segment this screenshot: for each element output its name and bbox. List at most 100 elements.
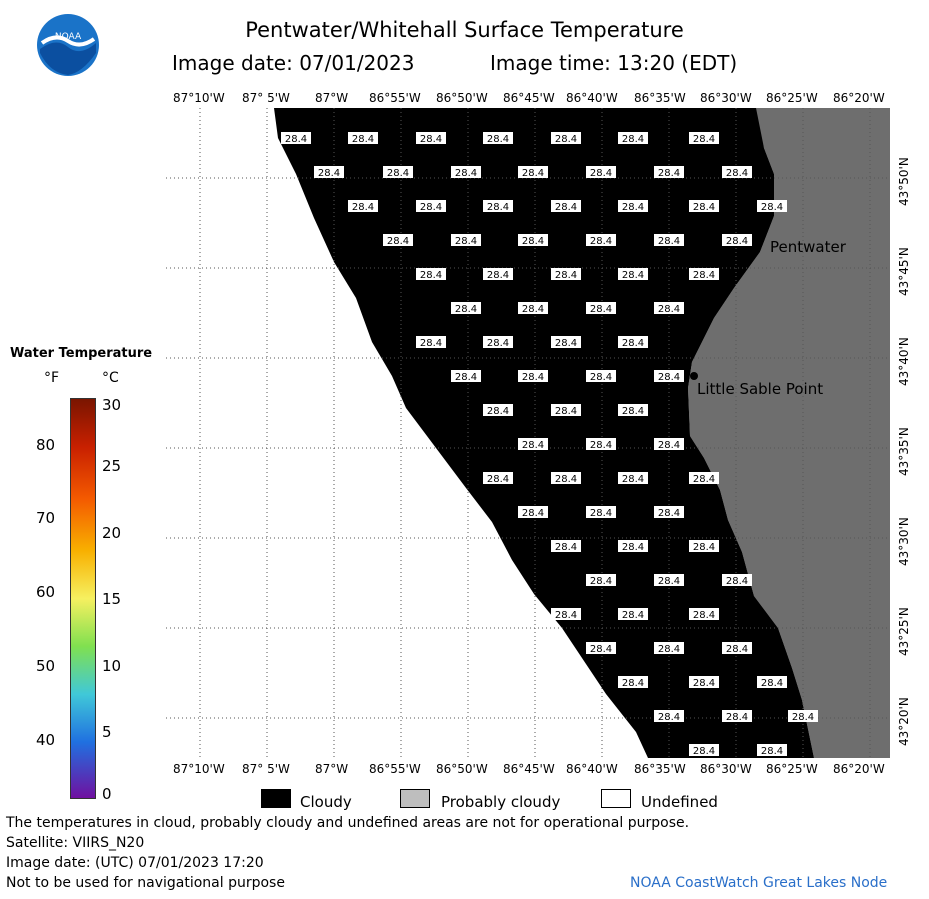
svg-text:28.4: 28.4 <box>455 168 477 179</box>
svg-text:28.4: 28.4 <box>693 610 715 621</box>
svg-text:28.4: 28.4 <box>352 134 374 145</box>
temperature-label: 28.4 <box>689 540 719 553</box>
lon-tick-bottom: 86°40'W <box>566 762 618 776</box>
svg-text:28.4: 28.4 <box>658 440 680 451</box>
scale-c-tick: 25 <box>102 457 122 475</box>
scale-c-tick: 30 <box>102 396 122 414</box>
temperature-label: 28.4 <box>518 438 548 451</box>
svg-text:28.4: 28.4 <box>761 746 783 757</box>
svg-text:28.4: 28.4 <box>420 134 442 145</box>
temperature-label: 28.4 <box>551 404 581 417</box>
lon-tick-top: 86°50'W <box>436 91 488 105</box>
label-little-sable-point: Little Sable Point <box>697 380 824 398</box>
temperature-label: 28.4 <box>618 540 648 553</box>
svg-text:28.4: 28.4 <box>555 610 577 621</box>
temperature-label: 28.4 <box>654 710 684 723</box>
scale-f-tick: 80 <box>36 436 56 454</box>
temperature-label: 28.4 <box>551 268 581 281</box>
temperature-label: 28.4 <box>586 370 616 383</box>
temperature-label: 28.4 <box>722 642 752 655</box>
legend-label-undefined: Undefined <box>641 793 718 811</box>
temperature-label: 28.4 <box>551 472 581 485</box>
temperature-label: 28.4 <box>551 336 581 349</box>
svg-text:28.4: 28.4 <box>658 712 680 723</box>
svg-text:28.4: 28.4 <box>455 236 477 247</box>
lon-tick-bottom: 87° 5'W <box>242 762 290 776</box>
svg-text:28.4: 28.4 <box>658 304 680 315</box>
temperature-label: 28.4 <box>618 132 648 145</box>
svg-text:28.4: 28.4 <box>622 134 644 145</box>
temperature-label: 28.4 <box>586 642 616 655</box>
temperature-label: 28.4 <box>551 608 581 621</box>
svg-text:28.4: 28.4 <box>590 304 612 315</box>
temperature-label: 28.4 <box>689 744 719 757</box>
svg-text:28.4: 28.4 <box>693 270 715 281</box>
lon-tick-bottom: 86°20'W <box>833 762 885 776</box>
lon-tick-bottom: 86°55'W <box>369 762 421 776</box>
temperature-label: 28.4 <box>654 166 684 179</box>
lon-tick-top: 86°30'W <box>700 91 752 105</box>
temperature-label: 28.4 <box>416 132 446 145</box>
svg-text:28.4: 28.4 <box>487 338 509 349</box>
temperature-label: 28.4 <box>654 370 684 383</box>
lon-tick-top: 87°10'W <box>173 91 225 105</box>
svg-text:28.4: 28.4 <box>693 202 715 213</box>
temperature-label: 28.4 <box>586 506 616 519</box>
scale-c-tick: 10 <box>102 657 122 675</box>
scale-unit-c: °C <box>102 370 119 386</box>
temperature-label: 28.4 <box>483 200 513 213</box>
svg-text:28.4: 28.4 <box>726 576 748 587</box>
temperature-label: 28.4 <box>551 540 581 553</box>
scale-c-tick: 5 <box>102 723 112 741</box>
svg-text:28.4: 28.4 <box>522 168 544 179</box>
temperature-label: 28.4 <box>654 642 684 655</box>
scale-c-tick: 15 <box>102 590 122 608</box>
temperature-label: 28.4 <box>618 608 648 621</box>
svg-text:28.4: 28.4 <box>555 338 577 349</box>
scale-unit-f: °F <box>44 370 60 386</box>
temperature-label: 28.4 <box>483 132 513 145</box>
map-title: Pentwater/Whitehall Surface Temperature <box>245 18 684 42</box>
svg-text:28.4: 28.4 <box>622 406 644 417</box>
svg-text:28.4: 28.4 <box>693 542 715 553</box>
svg-text:28.4: 28.4 <box>387 168 409 179</box>
image-date: Image date: 07/01/2023 <box>172 51 415 75</box>
svg-text:28.4: 28.4 <box>522 372 544 383</box>
cloudy-area <box>274 108 814 758</box>
image-time: Image time: 13:20 (EDT) <box>490 51 738 75</box>
temperature-label: 28.4 <box>416 268 446 281</box>
temperature-label: 28.4 <box>518 302 548 315</box>
svg-text:28.4: 28.4 <box>590 168 612 179</box>
svg-text:28.4: 28.4 <box>622 678 644 689</box>
legend-label-cloudy: Cloudy <box>300 793 352 811</box>
svg-text:28.4: 28.4 <box>622 202 644 213</box>
graticule <box>166 108 890 758</box>
svg-text:28.4: 28.4 <box>285 134 307 145</box>
svg-text:28.4: 28.4 <box>693 474 715 485</box>
svg-text:28.4: 28.4 <box>590 236 612 247</box>
svg-text:28.4: 28.4 <box>420 270 442 281</box>
lon-tick-bottom: 87°W <box>315 762 349 776</box>
svg-text:28.4: 28.4 <box>455 372 477 383</box>
lon-tick-top: 86°25'W <box>766 91 818 105</box>
temperature-label: 28.4 <box>618 676 648 689</box>
temperature-map: 28.4 28.4 28.4 28.4 28.4 28.4 28.4 28.4 28.4 28.4… <box>166 108 890 758</box>
svg-text:28.4: 28.4 <box>726 644 748 655</box>
svg-text:28.4: 28.4 <box>555 270 577 281</box>
lon-tick-bottom: 86°25'W <box>766 762 818 776</box>
lon-tick-bottom: 87°10'W <box>173 762 225 776</box>
temperature-label: 28.4 <box>654 438 684 451</box>
lon-tick-top: 86°20'W <box>833 91 885 105</box>
lon-tick-top: 87°W <box>315 91 349 105</box>
temperature-label: 28.4 <box>314 166 344 179</box>
temperature-label: 28.4 <box>281 132 311 145</box>
temperature-label: 28.4 <box>483 404 513 417</box>
temperature-label: 28.4 <box>348 200 378 213</box>
svg-text:28.4: 28.4 <box>455 304 477 315</box>
svg-text:28.4: 28.4 <box>658 236 680 247</box>
noaa-logo: NOAA <box>37 14 99 76</box>
svg-text:28.4: 28.4 <box>622 474 644 485</box>
lon-tick-bottom: 86°30'W <box>700 762 752 776</box>
svg-text:28.4: 28.4 <box>622 610 644 621</box>
scale-c-tick: 20 <box>102 524 122 542</box>
